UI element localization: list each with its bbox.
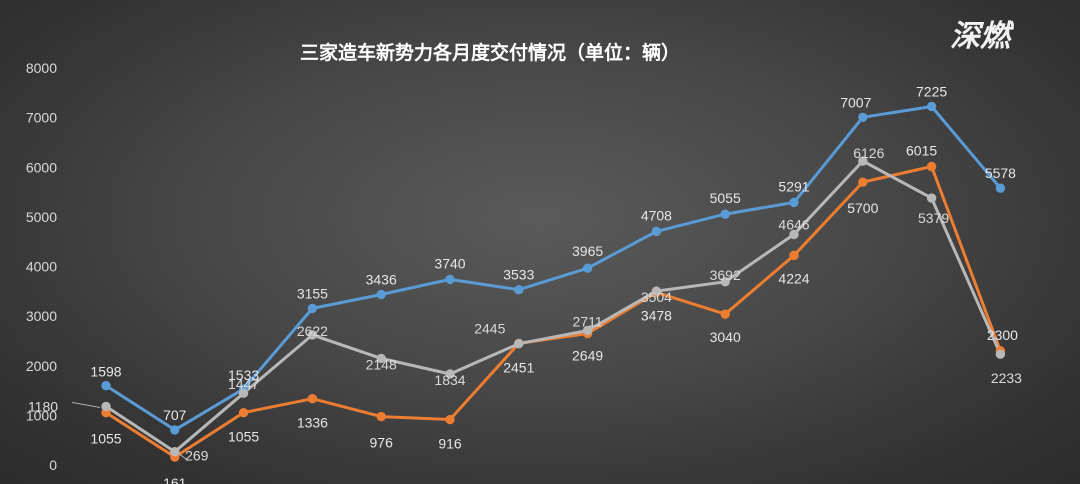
- data-point: [651, 286, 662, 296]
- data-label: 4224: [778, 270, 809, 286]
- data-label: 2445: [474, 321, 505, 337]
- data-label: 5578: [985, 165, 1016, 181]
- data-label: 4708: [641, 207, 672, 223]
- data-point: [720, 209, 730, 219]
- y-tick-label: 3000: [26, 308, 57, 324]
- data-point: [238, 407, 249, 418]
- data-label: 1447: [228, 376, 259, 392]
- data-point: [514, 284, 524, 295]
- series-lines: [105, 105, 1002, 459]
- y-axis: 0 1000 2000 3000 4000 5000 6000 7000 8000: [26, 60, 57, 473]
- data-label: 3478: [641, 307, 672, 323]
- data-label: 161: [163, 475, 187, 484]
- chart-title: 三家造车新势力各月度交付情况（单位：辆）: [300, 41, 680, 64]
- data-point: [376, 289, 386, 300]
- data-label: 2622: [297, 323, 328, 339]
- data-point: [307, 394, 318, 404]
- data-label: 1834: [434, 372, 465, 388]
- data-point: [789, 197, 799, 208]
- data-label: 1598: [90, 364, 121, 380]
- data-label: 6126: [853, 145, 884, 161]
- data-label: 5379: [918, 210, 949, 226]
- data-point: [170, 446, 180, 457]
- data-point: [514, 338, 524, 349]
- data-label: 3692: [710, 267, 741, 283]
- data-point: [307, 303, 318, 314]
- data-label: 269: [185, 448, 209, 464]
- data-label: 3740: [434, 255, 465, 271]
- data-point: [789, 250, 799, 261]
- data-label: 976: [370, 435, 394, 451]
- data-point: [858, 112, 868, 122]
- data-label: 5700: [847, 200, 878, 216]
- data-label: 7225: [916, 83, 947, 99]
- data-label: 2649: [572, 348, 603, 364]
- data-point: [101, 401, 111, 412]
- data-label: 3504: [641, 289, 672, 305]
- data-label: 5291: [778, 178, 809, 194]
- data-label: 2711: [573, 313, 603, 329]
- data-point: [445, 274, 455, 285]
- y-tick-label: 0: [49, 457, 57, 473]
- data-point: [926, 101, 937, 112]
- data-label: 3436: [366, 271, 397, 287]
- data-label: 4646: [778, 216, 809, 232]
- logo-text: 深燃: [950, 19, 1015, 54]
- data-labels: 1598 707 1533 3155 3436 3740 3533 3965 4708 5055 5…: [28, 83, 1022, 484]
- data-point: [720, 309, 730, 319]
- data-label: 1180: [28, 398, 58, 414]
- data-label: 3155: [297, 285, 328, 301]
- data-label: 707: [163, 407, 187, 423]
- data-point: [995, 183, 1006, 193]
- data-label: 2451: [503, 359, 534, 375]
- series-line-3: [105, 159, 1002, 454]
- series-points: [101, 101, 1006, 462]
- data-label: 5055: [710, 190, 741, 206]
- data-label: 2148: [366, 356, 397, 372]
- series-line-1: [105, 105, 1002, 432]
- y-tick-label: 2000: [26, 358, 57, 374]
- data-point: [858, 156, 868, 166]
- data-point: [238, 388, 249, 398]
- data-label: 1055: [228, 429, 259, 445]
- data-label: 3040: [710, 329, 741, 345]
- data-label: 7007: [840, 94, 871, 110]
- data-point: [995, 349, 1006, 359]
- data-label: 6015: [906, 143, 937, 159]
- data-point: [307, 330, 318, 340]
- data-label: 1336: [297, 415, 328, 431]
- y-tick-label: 8000: [26, 60, 57, 76]
- data-label: 2233: [991, 370, 1022, 386]
- data-point: [170, 425, 180, 435]
- data-point: [926, 193, 937, 203]
- data-point: [376, 353, 386, 364]
- shenran-logo: 深燃: [950, 19, 1015, 54]
- data-point: [376, 411, 386, 422]
- y-tick-label: 6000: [26, 159, 57, 175]
- leader-line: [178, 453, 188, 461]
- data-point: [582, 263, 593, 273]
- y-tick-label: 5000: [26, 209, 57, 225]
- data-label: 1533: [228, 367, 259, 383]
- data-point: [858, 177, 868, 187]
- data-point: [101, 380, 111, 391]
- data-point: [926, 161, 937, 172]
- y-tick-label: 7000: [26, 110, 57, 126]
- data-point: [651, 226, 662, 237]
- leader-line: [71, 401, 101, 408]
- data-point: [582, 325, 593, 336]
- data-label: 3533: [503, 267, 534, 283]
- data-point: [445, 414, 455, 425]
- y-tick-label: 1000: [26, 407, 57, 423]
- data-label: 3965: [572, 243, 603, 259]
- data-point: [789, 229, 799, 240]
- data-point: [445, 369, 455, 379]
- data-label: 1055: [90, 431, 121, 447]
- data-point: [720, 277, 730, 287]
- data-label: 2300: [987, 327, 1018, 343]
- data-label: 916: [438, 436, 462, 452]
- y-tick-label: 4000: [26, 259, 57, 275]
